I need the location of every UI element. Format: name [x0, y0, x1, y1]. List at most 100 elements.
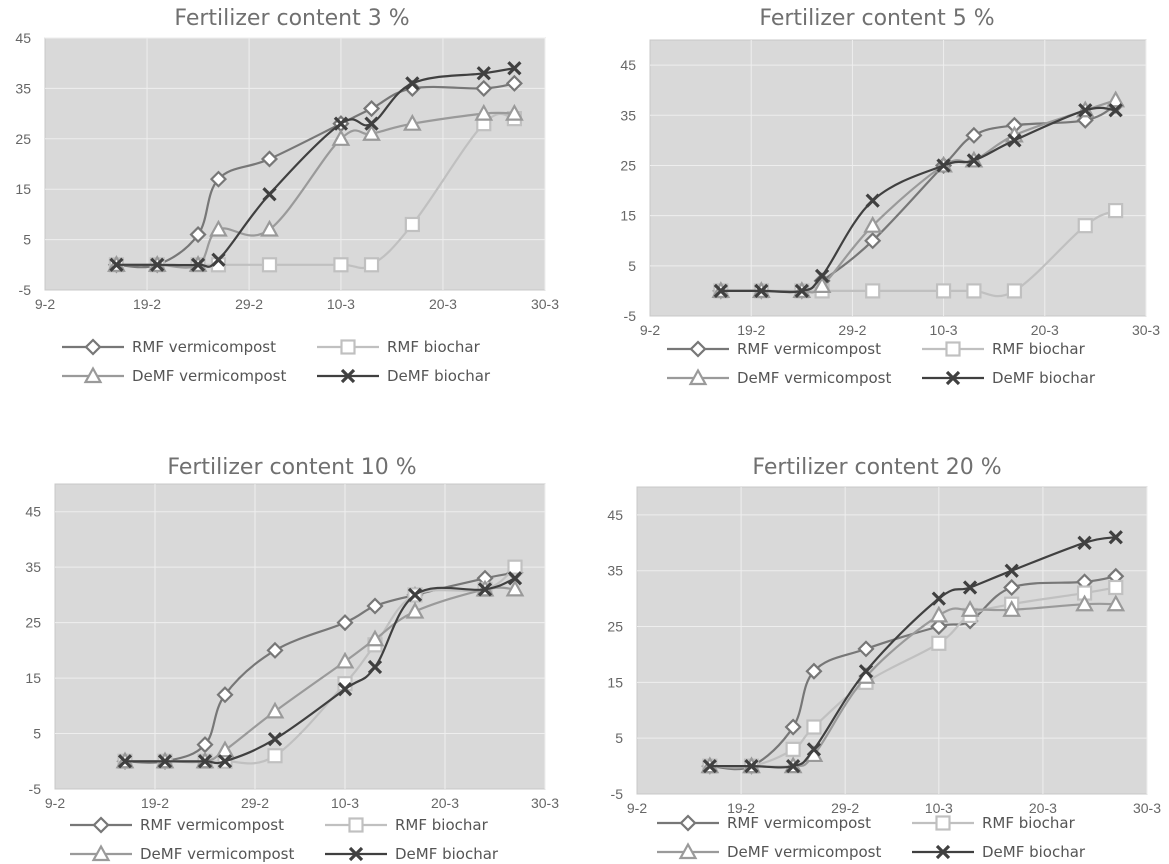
- data-point: [262, 187, 277, 202]
- x-tick-label: 29-2: [235, 296, 263, 312]
- y-tick-label: -5: [19, 282, 32, 298]
- data-point: [812, 276, 832, 293]
- data-point: [477, 582, 493, 597]
- data-point: [209, 170, 228, 188]
- data-point: [335, 651, 355, 669]
- data-point: [362, 123, 381, 141]
- legend-label: RMF vermicompost: [140, 816, 284, 834]
- diamond-legend-icon: [70, 816, 132, 834]
- data-point: [1003, 578, 1021, 597]
- data-point: [1106, 90, 1126, 108]
- square-legend-icon: [325, 817, 387, 833]
- data-point: [211, 252, 226, 267]
- series-line: [720, 106, 1116, 294]
- y-tick-label: 25: [607, 619, 623, 635]
- series-line: [124, 577, 516, 765]
- legend-label: DeMF vermicompost: [737, 369, 892, 387]
- data-point: [407, 587, 423, 603]
- plot-area: [44, 37, 546, 291]
- data-point: [1106, 594, 1126, 612]
- legend-item: DeMF biochar: [323, 844, 498, 864]
- data-point: [785, 758, 801, 774]
- data-point: [784, 718, 802, 736]
- y-tick-label: 15: [15, 181, 31, 197]
- legend-item: RMF biochar: [910, 813, 1075, 833]
- x-tick-label: 20-3: [431, 795, 459, 811]
- x-tick-label: 19-2: [737, 322, 765, 338]
- data-point: [365, 629, 385, 647]
- legend-label: DeMF vermicompost: [140, 845, 295, 863]
- legend-label: RMF vermicompost: [132, 338, 276, 356]
- data-point: [331, 129, 351, 146]
- data-point: [367, 659, 383, 675]
- y-tick-label: -5: [29, 781, 42, 797]
- data-point: [333, 257, 349, 273]
- legend-item: RMF vermicompost: [60, 337, 276, 357]
- chart-title: Fertilizer content 5 %: [759, 6, 995, 31]
- y-tick-label: 45: [25, 504, 41, 520]
- data-point: [261, 257, 278, 273]
- x-tick-label: 10-3: [930, 322, 958, 338]
- legend-label: RMF biochar: [992, 340, 1085, 358]
- y-tick-label: 15: [607, 674, 623, 690]
- data-point: [260, 219, 279, 237]
- data-point: [863, 215, 883, 233]
- data-point: [864, 232, 882, 250]
- chart-panel-10-percent: Fertilizer content 10 % -5 5 15 25 35 45 9-2 19-…: [0, 440, 584, 863]
- data-point: [405, 76, 420, 91]
- y-tick-label: 15: [620, 208, 636, 224]
- y-tick-label: 45: [607, 507, 623, 523]
- triangle-legend-icon: [62, 366, 124, 384]
- x-tick-label: 30-3: [531, 296, 559, 312]
- data-point: [929, 605, 949, 623]
- data-point: [505, 103, 524, 121]
- data-point: [794, 283, 809, 299]
- data-point: [857, 640, 875, 658]
- data-point: [1075, 594, 1094, 612]
- triangle-legend-icon: [657, 842, 719, 860]
- y-tick-label: 45: [620, 57, 636, 73]
- data-point: [366, 597, 384, 615]
- legend-item: RMF vermicompost: [655, 813, 871, 833]
- legend-item: DeMF vermicompost: [655, 842, 881, 862]
- data-point: [404, 216, 420, 233]
- data-point: [1078, 103, 1093, 118]
- data-point: [507, 571, 523, 586]
- chart-panel-3-percent: Fertilizer content 3 % -5 5 15 25 35 45 9-2 19-2…: [0, 0, 584, 430]
- data-point: [1108, 530, 1123, 545]
- square-legend-icon: [317, 339, 379, 355]
- data-point: [785, 741, 801, 757]
- chart-title: Fertilizer content 3 %: [174, 6, 410, 31]
- data-point: [474, 103, 494, 121]
- series-demf-biochar: [702, 530, 1123, 774]
- data-point: [1004, 563, 1019, 578]
- y-tick-label: 25: [620, 157, 636, 173]
- data-point: [744, 758, 759, 774]
- chart-panel-20-percent: Fertilizer content 20 % -5 5 15 25 35 45 9-2 19-…: [585, 440, 1169, 863]
- legend-item: DeMF biochar: [910, 842, 1085, 862]
- data-point: [713, 283, 728, 299]
- data-point: [267, 731, 283, 747]
- y-tick-label: 45: [15, 30, 31, 46]
- legend-label: RMF vermicompost: [727, 814, 871, 832]
- data-point: [333, 116, 349, 131]
- y-tick-label: 35: [620, 107, 636, 123]
- cross-legend-icon: [922, 370, 984, 386]
- data-point: [966, 153, 982, 168]
- legend-label: DeMF biochar: [395, 845, 499, 863]
- data-point: [267, 748, 283, 764]
- chart-panel-5-percent: Fertilizer content 5 % -5 5 15 25 35 45 9-2 19-2…: [585, 0, 1169, 430]
- triangle-legend-icon: [667, 368, 729, 386]
- y-tick-label: 5: [628, 258, 636, 274]
- series-line: [709, 586, 1116, 769]
- x-tick-label: 20-3: [429, 296, 457, 312]
- y-tick-label: 35: [15, 80, 31, 96]
- data-point: [1077, 218, 1093, 234]
- series-demf-biochar: [713, 103, 1123, 299]
- data-point: [215, 740, 235, 758]
- x-tick-label: 30-3: [1133, 800, 1161, 816]
- legend-item: RMF biochar: [315, 337, 480, 357]
- legend-item: DeMF biochar: [315, 366, 490, 386]
- data-point: [109, 257, 124, 272]
- legend-label: DeMF biochar: [992, 369, 1096, 387]
